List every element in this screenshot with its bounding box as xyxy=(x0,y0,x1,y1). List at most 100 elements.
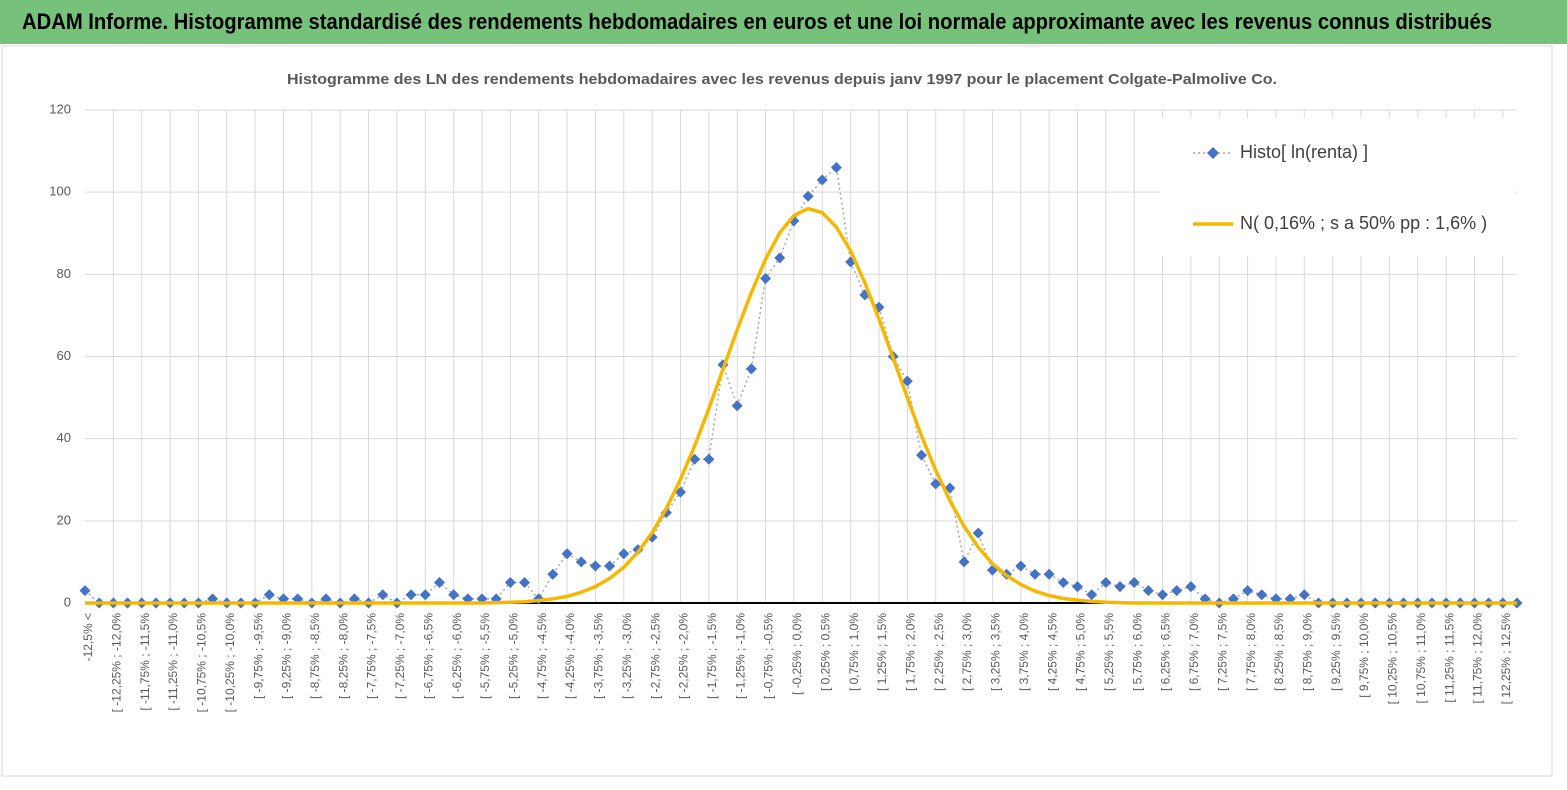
point xyxy=(901,375,913,387)
y-tick-label: 80 xyxy=(57,266,71,281)
point xyxy=(1029,568,1041,580)
point xyxy=(1086,589,1098,601)
point xyxy=(519,576,531,588)
point xyxy=(1256,589,1268,601)
point xyxy=(1057,576,1069,588)
x-tick-label: [ 5,25% ; 5,5% xyxy=(1102,613,1116,691)
x-tick-label: [ -9,25% ; -9,0% xyxy=(280,613,294,699)
point xyxy=(1298,589,1310,601)
point xyxy=(1142,585,1154,597)
y-tick-label: 100 xyxy=(49,184,71,199)
x-tick-label: [ 7,75% ; 8,0% xyxy=(1244,613,1258,691)
x-tick-label: [ -12,25% ; -12,0% xyxy=(110,613,124,713)
point xyxy=(604,560,616,572)
x-tick-label: [ 9,25% ; 9,5% xyxy=(1329,613,1343,691)
x-tick-label: [ 0,75% ; 1,0% xyxy=(847,613,861,691)
x-tick-label: [ 9,75% ; 10,0% xyxy=(1357,613,1371,698)
y-tick-label: 20 xyxy=(57,512,71,527)
point xyxy=(1157,589,1169,601)
x-tick-label: [ 2,25% ; 2,5% xyxy=(932,613,946,691)
x-tick-label: [ 3,75% ; 4,0% xyxy=(1017,613,1031,691)
x-tick-label: [ 10,75% ; 11,0% xyxy=(1414,613,1428,704)
x-tick-label: [ -0,75% ; -0,5% xyxy=(762,613,776,699)
x-tick-label: [ -3,25% ; -3,0% xyxy=(620,613,634,699)
point xyxy=(504,576,516,588)
point xyxy=(1100,576,1112,588)
x-tick-label: [ 12,25% ; 12,5% xyxy=(1499,613,1513,705)
x-tick-label: [ 10,25% ; 10,5% xyxy=(1386,613,1400,705)
x-tick-label: [ -3,75% ; -3,5% xyxy=(592,613,606,699)
point xyxy=(1128,576,1140,588)
series-line xyxy=(85,206,1517,605)
x-tick-label: [ -11,75% ; -11,5% xyxy=(138,613,152,711)
header-title: ADAM Informe. Histogramme standardisé de… xyxy=(22,9,1492,34)
x-tick-label: [ -7,75% ; -7,5% xyxy=(365,613,379,699)
x-tick-label: [ 4,25% ; 4,5% xyxy=(1045,613,1059,691)
y-tick-label: 120 xyxy=(49,101,71,116)
point xyxy=(405,589,417,601)
point xyxy=(1071,581,1083,593)
x-tick-label: [ -6,25% ; -6,0% xyxy=(450,613,464,699)
x-tick-label: [ -6,75% ; -6,5% xyxy=(421,613,435,699)
legend-box xyxy=(1160,118,1515,256)
x-tick-label: [ -1,25% ; -1,0% xyxy=(733,613,747,699)
x-tick-label: [ -8,25% ; -8,0% xyxy=(336,613,350,699)
y-tick-label: 40 xyxy=(57,430,71,445)
x-tick-label: [ 6,25% ; 6,5% xyxy=(1159,613,1173,691)
point xyxy=(1185,581,1197,593)
point xyxy=(561,548,573,560)
x-tick-label: [ -0,25% ; 0,0% xyxy=(790,613,804,695)
x-tick-label: [ 5,75% ; 6,0% xyxy=(1130,613,1144,691)
point xyxy=(589,560,601,572)
chart-border xyxy=(1,45,1553,777)
point xyxy=(760,272,772,284)
x-tick-label: [ 1,75% ; 2,0% xyxy=(904,613,918,691)
x-tick-label: [ 7,25% ; 7,5% xyxy=(1215,613,1229,691)
legend-marker xyxy=(1207,147,1219,159)
point xyxy=(1015,560,1027,572)
point xyxy=(1114,581,1126,593)
x-tick-label: [ -5,75% ; -5,5% xyxy=(478,613,492,699)
point xyxy=(433,576,445,588)
x-tick-label: [ -10,25% ; -10,0% xyxy=(223,613,237,713)
point xyxy=(448,589,460,601)
point xyxy=(916,449,928,461)
x-tick-label: [ -4,25% ; -4,0% xyxy=(563,613,577,699)
y-tick-label: 60 xyxy=(57,348,71,363)
x-tick-label: [ 2,75% ; 3,0% xyxy=(960,613,974,691)
x-tick-label: [ 3,25% ; 3,5% xyxy=(989,613,1003,691)
x-tick-label: [ -1,75% ; -1,5% xyxy=(705,613,719,699)
x-tick-label: [ 6,75% ; 7,0% xyxy=(1187,613,1201,691)
x-tick-label: [ 0,25% ; 0,5% xyxy=(818,613,832,691)
point xyxy=(830,162,842,174)
point xyxy=(802,190,814,202)
point xyxy=(1242,585,1254,597)
chart-title: Histogramme des LN des rendements hebdom… xyxy=(287,71,1277,88)
point xyxy=(79,585,91,597)
point xyxy=(419,589,431,601)
point xyxy=(674,486,686,498)
x-tick-label: [ 1,25% ; 1,5% xyxy=(875,613,889,691)
point xyxy=(958,556,970,568)
x-tick-label: -12,5% < xyxy=(81,613,95,661)
point xyxy=(816,174,828,186)
point xyxy=(575,556,587,568)
point xyxy=(745,363,757,375)
x-tick-label: [ -7,25% ; -7,0% xyxy=(393,613,407,699)
x-tick-label: [ -11,25% ; -11,0% xyxy=(166,613,180,711)
x-tick-label: [ 8,75% ; 9,0% xyxy=(1300,613,1314,691)
legend-label: Histo[ ln(renta) ] xyxy=(1240,142,1368,162)
point xyxy=(618,548,630,560)
point xyxy=(263,589,275,601)
x-tick-label: [ 11,25% ; 11,5% xyxy=(1442,613,1456,703)
header-bar xyxy=(0,0,1567,44)
x-tick-label: [ -2,25% ; -2,0% xyxy=(677,613,691,699)
x-tick-label: [ -4,75% ; -4,5% xyxy=(535,613,549,699)
x-tick-label: [ 8,25% ; 8,5% xyxy=(1272,613,1286,691)
x-tick-label: [ 4,75% ; 5,0% xyxy=(1074,613,1088,691)
point xyxy=(930,478,942,490)
x-tick-label: [ -5,25% ; -5,0% xyxy=(507,613,521,699)
legend-label: N( 0,16% ; s a 50% pp : 1,6% ) xyxy=(1240,213,1487,233)
point xyxy=(1043,568,1055,580)
